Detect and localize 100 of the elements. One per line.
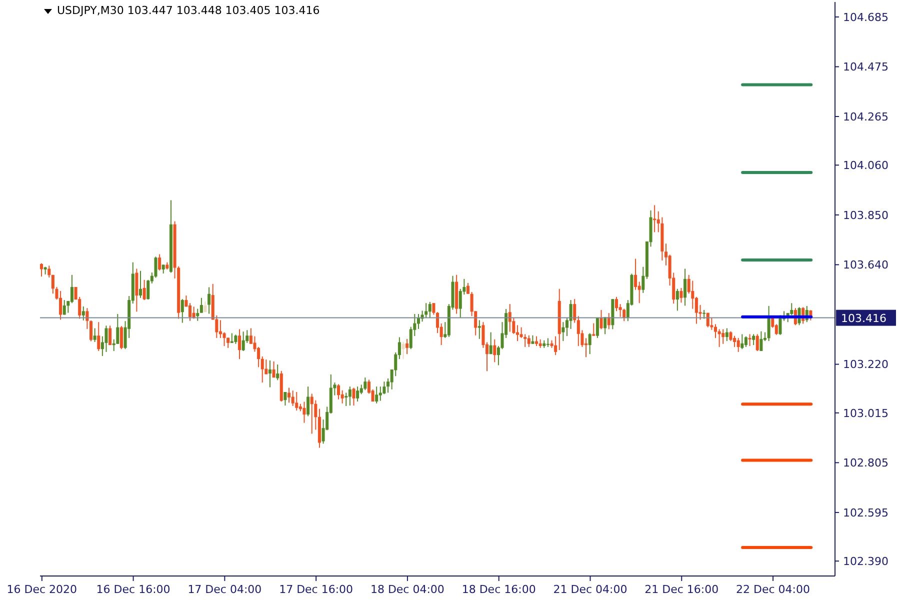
candlestick [535, 336, 538, 347]
candlestick [288, 387, 291, 404]
candlestick [348, 386, 352, 406]
candlestick [436, 312, 440, 334]
y-tick-label: 104.060 [843, 159, 888, 172]
candlestick [268, 360, 272, 388]
candlestick [208, 286, 211, 314]
y-tick-label: 102.805 [843, 456, 888, 470]
x-tick-label: 22 Dec 04:00 [736, 583, 810, 596]
x-tick-label: 16 Dec 16:00 [96, 583, 170, 596]
candlestick [188, 302, 192, 322]
x-tick-label: 21 Dec 16:00 [644, 583, 719, 596]
candlestick [104, 325, 108, 352]
y-tick-label: 103.015 [843, 406, 888, 420]
candlestick [90, 320, 93, 342]
candlestick [70, 274, 74, 304]
x-tick-label: 16 Dec 2020 [6, 583, 78, 596]
candlestick [634, 258, 638, 290]
candlestick [604, 316, 607, 335]
candlestick [756, 334, 759, 352]
x-tick-label: 18 Dec 04:00 [370, 583, 444, 596]
candlestick [516, 324, 519, 342]
candlestick [344, 392, 348, 407]
candlestick [744, 336, 748, 348]
candlestick [527, 334, 530, 348]
ref-line-label: 103.416 [841, 312, 886, 325]
candlestick [310, 393, 314, 434]
x-tick-label: 17 Dec 04:00 [188, 583, 262, 596]
candlestick [569, 300, 572, 330]
candlestick [706, 312, 710, 328]
candlestick [364, 377, 367, 391]
candlestick [790, 302, 794, 316]
y-tick-label: 104.265 [843, 110, 888, 124]
candlestick [284, 392, 287, 406]
candlestick [222, 332, 226, 347]
candlestick [230, 332, 234, 344]
candlestick [778, 314, 782, 336]
candlestick [272, 360, 276, 378]
candlestick [200, 297, 203, 314]
candlestick [588, 332, 592, 355]
chart-title: USDJPY,M30 103.447 103.448 103.405 103.416 [57, 4, 320, 18]
y-tick-label: 102.390 [843, 554, 888, 568]
candlestick [196, 308, 200, 322]
y-tick-label: 103.220 [843, 358, 888, 372]
candlestick [352, 387, 356, 406]
candlestick [260, 356, 264, 384]
candlestick [554, 336, 558, 356]
candlestick [748, 334, 752, 347]
candlestick [600, 309, 603, 330]
candlestick [82, 306, 85, 321]
candlestick [59, 290, 62, 320]
candlestick [158, 254, 162, 271]
candlestick [48, 265, 51, 278]
candlestick [725, 328, 728, 342]
candlestick [622, 308, 626, 322]
candlestick [752, 334, 756, 346]
candlestick [97, 322, 100, 352]
candlestick [291, 390, 294, 407]
candlestick [733, 335, 736, 348]
x-tick-label: 18 Dec 16:00 [462, 583, 536, 596]
candlestick [406, 338, 409, 355]
candlestick [740, 334, 744, 350]
candlestick [424, 302, 428, 318]
y-tick-label: 104.685 [843, 10, 888, 24]
candlestick [428, 301, 432, 318]
candlestick [680, 287, 683, 304]
candlestick [375, 386, 378, 404]
candlestick [596, 317, 599, 338]
x-tick-label: 17 Dec 16:00 [279, 583, 354, 596]
candlestick [767, 305, 770, 342]
candlestick [257, 346, 260, 368]
candlestick [676, 288, 679, 312]
candlestick [714, 324, 717, 338]
candlestick [142, 279, 146, 301]
candlestick [356, 386, 360, 402]
candlestick [432, 302, 436, 316]
candlestick [562, 322, 565, 342]
candlestick [576, 316, 580, 347]
y-tick-label: 103.640 [843, 258, 888, 272]
candlestick [93, 328, 96, 342]
candlestick [546, 338, 550, 348]
candlestick [86, 308, 89, 330]
candlestick [234, 334, 238, 344]
y-tick-label: 103.850 [843, 208, 888, 222]
candlestick [108, 325, 112, 346]
candlestick [295, 392, 298, 412]
candlestick [135, 268, 138, 312]
candlestick [573, 298, 576, 324]
candlestick [710, 317, 714, 330]
candlestick [192, 306, 196, 320]
candlestick [306, 386, 310, 417]
candlestick [592, 322, 596, 336]
candlestick [760, 330, 763, 352]
candlestick [736, 337, 740, 352]
candlestick [614, 296, 618, 312]
candlestick [478, 320, 481, 340]
candlestick [146, 279, 150, 300]
candlestick [466, 282, 470, 294]
y-tick-label: 104.475 [843, 60, 888, 74]
candlestick [508, 304, 512, 332]
